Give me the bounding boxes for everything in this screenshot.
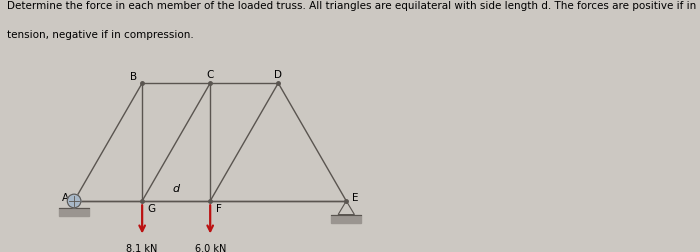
Text: $d$: $d$ — [172, 181, 181, 193]
Text: A: A — [62, 192, 69, 202]
Text: C: C — [206, 70, 214, 80]
Bar — [59, 208, 89, 216]
Text: tension, negative if in compression.: tension, negative if in compression. — [7, 30, 194, 40]
Text: F: F — [216, 203, 222, 213]
Text: G: G — [147, 203, 155, 213]
Text: B: B — [130, 72, 137, 82]
Text: D: D — [274, 70, 282, 80]
Text: 8.1 kN: 8.1 kN — [127, 243, 158, 252]
Text: 6.0 kN: 6.0 kN — [195, 243, 226, 252]
Text: Determine the force in each member of the loaded truss. All triangles are equila: Determine the force in each member of th… — [7, 1, 696, 11]
Text: E: E — [352, 192, 358, 202]
Circle shape — [67, 194, 81, 208]
Bar — [331, 215, 361, 223]
